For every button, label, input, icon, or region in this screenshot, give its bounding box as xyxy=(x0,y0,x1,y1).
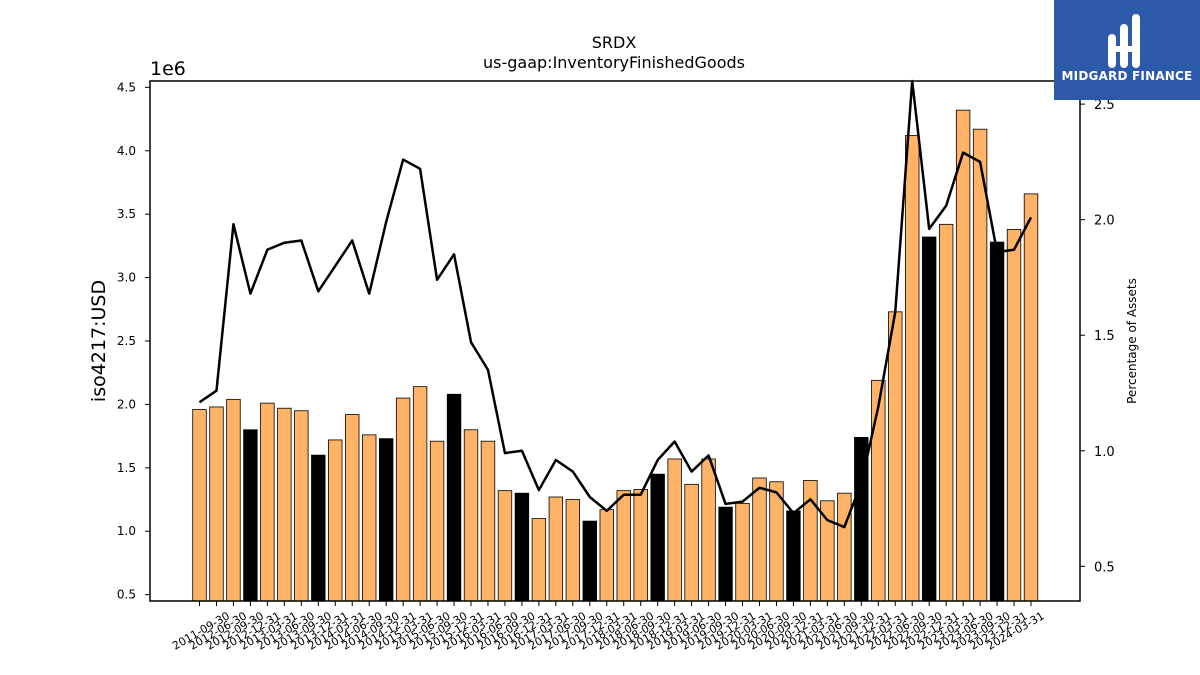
bar xyxy=(871,379,886,602)
bar xyxy=(922,236,937,602)
y-tick-label: 1.0 xyxy=(117,524,136,538)
y2-tick-label: 1.0 xyxy=(1094,445,1115,460)
y-tick-label: 3.5 xyxy=(117,207,136,221)
bar xyxy=(955,109,971,602)
y2-tick-label: 2.0 xyxy=(1094,214,1115,229)
bar xyxy=(378,438,394,602)
bar xyxy=(277,407,292,602)
y2-tick-label: 2.5 xyxy=(1094,98,1115,113)
bar xyxy=(548,496,564,602)
bar xyxy=(633,488,648,602)
bar xyxy=(209,406,224,602)
bar xyxy=(514,492,530,602)
bar xyxy=(328,439,343,602)
x-axis-ticks: 2011-09-302012-06-302012-09-302012-12-31… xyxy=(170,601,1047,653)
bar xyxy=(786,510,801,602)
bar xyxy=(718,506,733,602)
bar xyxy=(412,386,428,602)
y2-axis-label: Percentage of Assets xyxy=(1125,278,1139,404)
bar xyxy=(837,492,852,602)
y-tick-label: 1.5 xyxy=(117,461,136,475)
chart-subtitle: us-gaap:InventoryFinishedGoods xyxy=(483,53,745,72)
bar xyxy=(582,520,597,602)
y-tick-label: 2.5 xyxy=(117,334,136,348)
bar xyxy=(905,135,920,602)
percentage-line xyxy=(198,79,1033,529)
bar xyxy=(463,429,479,602)
y2-tick-label: 1.5 xyxy=(1094,329,1115,344)
midgard-logo-icon xyxy=(1108,14,1140,68)
y2-tick-label: 0.5 xyxy=(1094,560,1115,575)
bar xyxy=(888,311,903,602)
bar xyxy=(294,410,309,602)
bar xyxy=(752,477,767,602)
bar xyxy=(192,409,207,602)
bar xyxy=(497,490,513,602)
bar xyxy=(395,397,411,602)
bar xyxy=(1023,193,1039,602)
bar xyxy=(667,458,682,602)
bar xyxy=(362,434,377,602)
bar-series xyxy=(192,109,1039,602)
bar xyxy=(480,440,496,602)
bar xyxy=(735,502,750,602)
bar xyxy=(616,490,631,602)
bar xyxy=(650,473,665,602)
y-axis-label: iso4217:USD xyxy=(88,280,110,402)
chart-title: SRDX xyxy=(592,33,637,52)
bar xyxy=(599,509,614,602)
bar xyxy=(345,414,360,602)
bar xyxy=(226,398,241,602)
y2-axis-ticks: 0.5 1.0 1.5 2.0 2.5 xyxy=(1080,98,1115,575)
bar xyxy=(1006,228,1022,602)
plot-frame xyxy=(149,80,1081,602)
bar xyxy=(938,223,954,602)
bar xyxy=(701,458,716,602)
bar xyxy=(989,241,1005,602)
bar xyxy=(311,454,326,602)
bar xyxy=(446,393,462,602)
logo-name: MIDGARD FINANCE xyxy=(1061,69,1193,83)
bar xyxy=(429,440,445,602)
y-tick-label: 4.0 xyxy=(117,144,136,158)
bar xyxy=(243,429,258,602)
midgard-finance-logo: MIDGARD FINANCE xyxy=(1054,0,1200,100)
y-tick-label: 3.0 xyxy=(117,271,136,285)
bar xyxy=(260,402,275,602)
bar xyxy=(684,483,699,602)
percentage-line-series xyxy=(198,79,1033,529)
y-tick-label: 2.0 xyxy=(117,397,136,411)
y-tick-label: 4.5 xyxy=(117,80,136,94)
bar xyxy=(972,128,988,602)
bar xyxy=(531,518,547,602)
bar xyxy=(565,499,581,602)
y-axis-ticks: 0.5 1.0 1.5 2.0 2.5 3.0 3.5 4.0 4.5 xyxy=(117,80,150,602)
y-offset-label: 1e6 xyxy=(150,58,186,80)
y-tick-label: 0.5 xyxy=(117,588,136,602)
